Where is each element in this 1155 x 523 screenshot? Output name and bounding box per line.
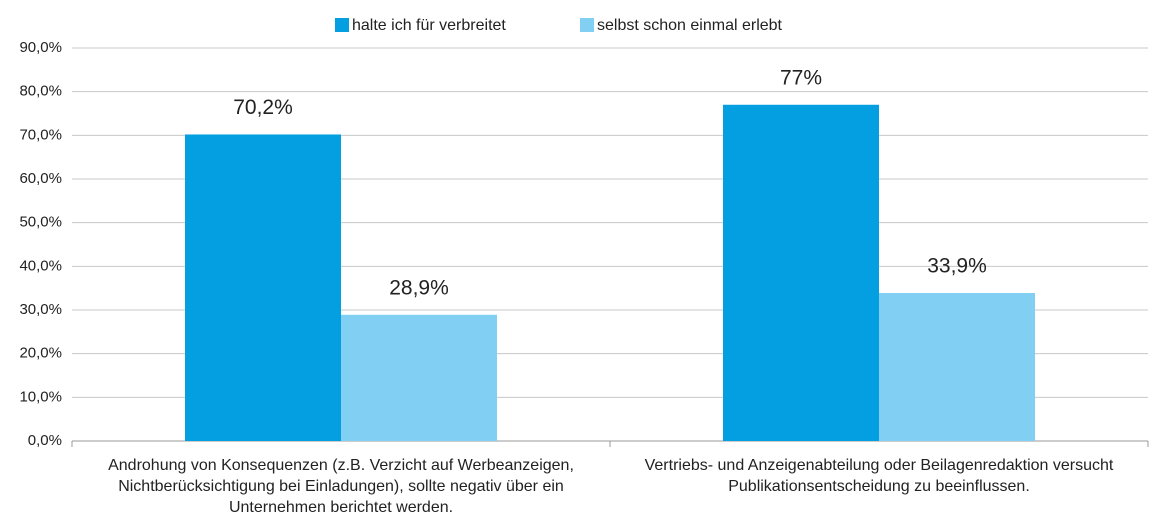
y-tick-label: 70,0% bbox=[19, 126, 62, 143]
bar bbox=[185, 134, 341, 441]
bar bbox=[723, 104, 879, 442]
y-tick-label: 80,0% bbox=[19, 83, 62, 100]
y-tick-label: 10,0% bbox=[19, 388, 62, 405]
legend-label: selbst schon einmal erlebt bbox=[597, 17, 783, 34]
y-tick-label: 90,0% bbox=[19, 39, 62, 56]
legend-swatch bbox=[580, 18, 594, 32]
y-tick-label: 60,0% bbox=[19, 170, 62, 187]
bar bbox=[341, 314, 497, 441]
y-tick-label: 20,0% bbox=[19, 345, 62, 362]
x-tick-label: Androhung von Konsequenzen (z.B. Verzich… bbox=[108, 457, 574, 516]
y-tick-label: 50,0% bbox=[19, 214, 62, 231]
data-label: 33,9% bbox=[927, 255, 987, 278]
y-tick-label: 40,0% bbox=[19, 257, 62, 274]
data-label: 77% bbox=[780, 66, 822, 89]
legend-swatch bbox=[335, 18, 349, 32]
data-label: 70,2% bbox=[233, 96, 293, 119]
data-label: 28,9% bbox=[389, 276, 449, 299]
y-tick-label: 30,0% bbox=[19, 301, 62, 318]
y-tick-label: 0,0% bbox=[28, 432, 62, 449]
legend-label: halte ich für verbreitet bbox=[352, 17, 506, 34]
x-tick-label: Vertriebs- und Anzeigenabteilung oder Be… bbox=[644, 457, 1114, 495]
bar bbox=[879, 292, 1035, 441]
